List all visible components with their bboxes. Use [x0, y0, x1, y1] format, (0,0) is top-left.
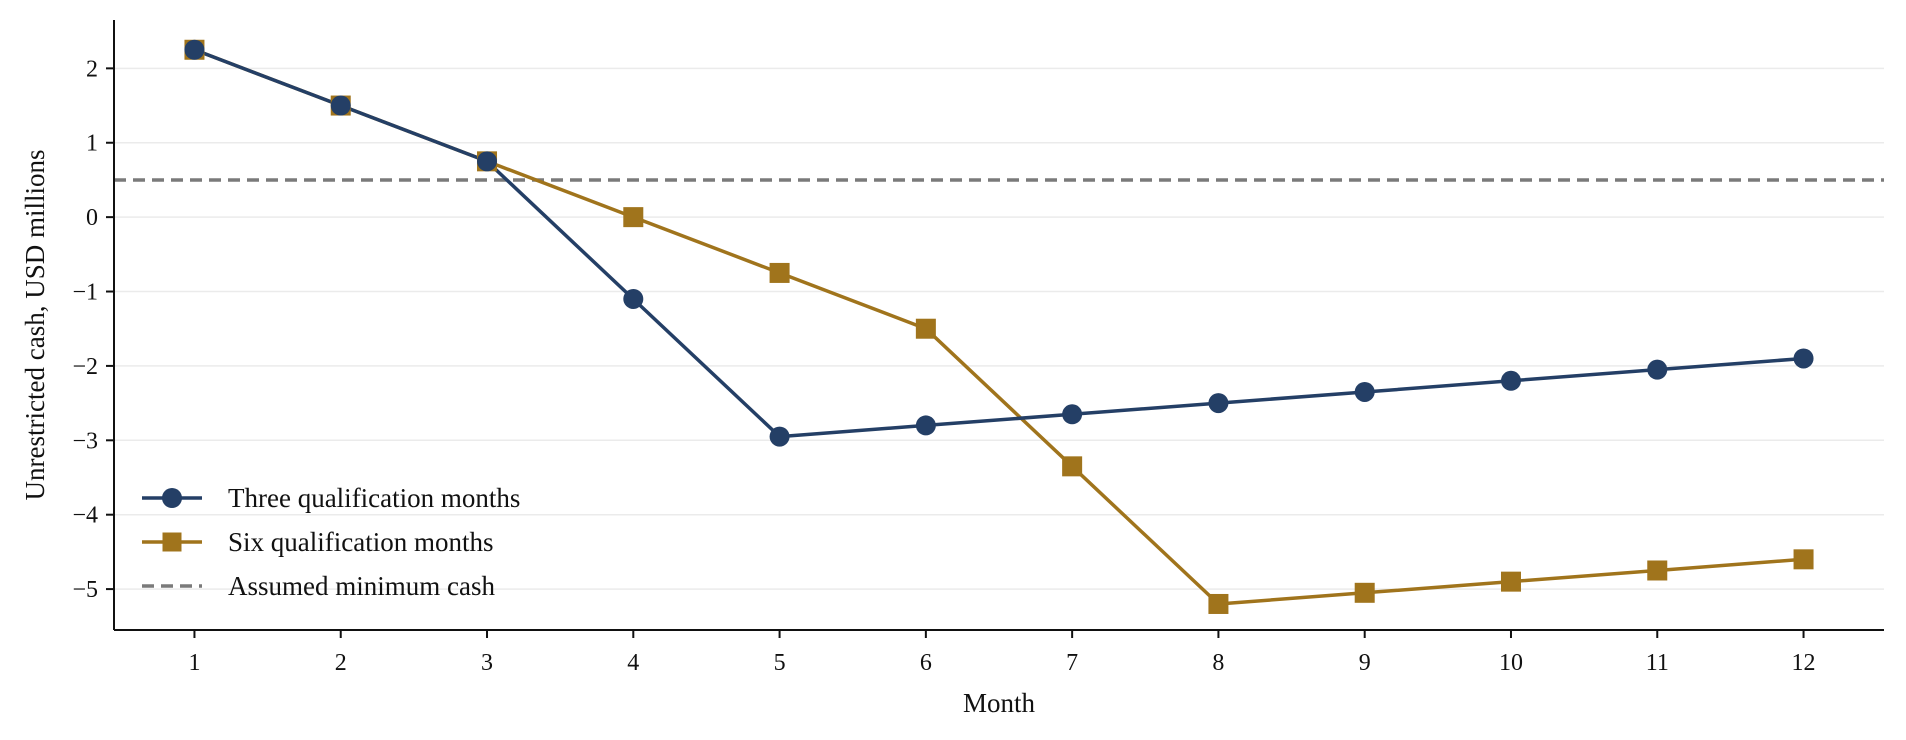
data-point-six [1062, 456, 1083, 477]
ticks: 210−1−2−3−4−51 2 3 4 5 6 7 8 9 10 11 12 [72, 56, 1815, 676]
x-tick-label: 12 [1792, 650, 1816, 676]
legend-marker-circle-icon [162, 488, 182, 508]
data-point-six [1208, 593, 1229, 614]
x-tick-label: 3 [481, 650, 493, 676]
series-layer [184, 39, 1814, 614]
y-tick-label: −2 [72, 354, 98, 380]
y-tick-label: 0 [86, 205, 98, 231]
data-point-six [915, 318, 936, 339]
data-point-three [1354, 381, 1375, 402]
data-point-six [1354, 582, 1375, 603]
legend-item-minimum: Assumed minimum cash [142, 571, 495, 601]
x-tick-label: 9 [1359, 650, 1371, 676]
data-point-six [1500, 571, 1521, 592]
y-tick-label: −5 [72, 577, 98, 603]
data-point-three [623, 288, 644, 309]
data-point-six [1647, 560, 1668, 581]
series-line-three [193, 48, 1804, 439]
data-point-three [1208, 393, 1229, 414]
data-point-three [1500, 370, 1521, 391]
legend-item-three: Three qualification months [142, 483, 520, 513]
data-point-six [1793, 549, 1814, 570]
data-point-three [477, 151, 498, 172]
y-tick-label: 1 [86, 131, 98, 157]
y-tick-label: −1 [72, 280, 98, 306]
legend-label-minimum: Assumed minimum cash [228, 571, 495, 601]
y-tick-label: −3 [72, 428, 98, 454]
legend-label-six: Six qualification months [228, 527, 493, 557]
y-axis-title: Unrestricted cash, USD millions [20, 150, 50, 501]
x-tick-label: 5 [774, 650, 786, 676]
data-point-three [184, 39, 205, 60]
x-tick-label: 1 [188, 650, 200, 676]
legend-label-three: Three qualification months [228, 483, 520, 513]
data-point-six [769, 262, 790, 283]
legend-item-six: Six qualification months [142, 527, 493, 557]
y-tick-label: −4 [72, 503, 98, 529]
x-tick-label: 11 [1646, 650, 1669, 676]
x-tick-label: 7 [1066, 650, 1078, 676]
legend: Three qualification months Six qualifica… [142, 483, 520, 601]
x-tick-label: 6 [920, 650, 932, 676]
data-point-three [330, 95, 351, 116]
x-tick-label: 8 [1212, 650, 1224, 676]
data-point-three [1062, 404, 1083, 425]
data-point-three [769, 426, 790, 447]
y-tick-label: 2 [86, 56, 98, 82]
x-tick-label: 4 [627, 650, 639, 676]
legend-marker-square-icon [162, 532, 182, 552]
series-line-six [193, 48, 1804, 606]
data-point-three [915, 415, 936, 436]
data-point-three [1647, 359, 1668, 380]
grid-lines [114, 67, 1884, 590]
x-axis-title: Month [963, 688, 1036, 718]
x-tick-label: 2 [335, 650, 347, 676]
data-point-three [1793, 348, 1814, 369]
x-tick-label: 10 [1499, 650, 1523, 676]
data-point-six [623, 207, 644, 228]
axes [113, 20, 1884, 631]
